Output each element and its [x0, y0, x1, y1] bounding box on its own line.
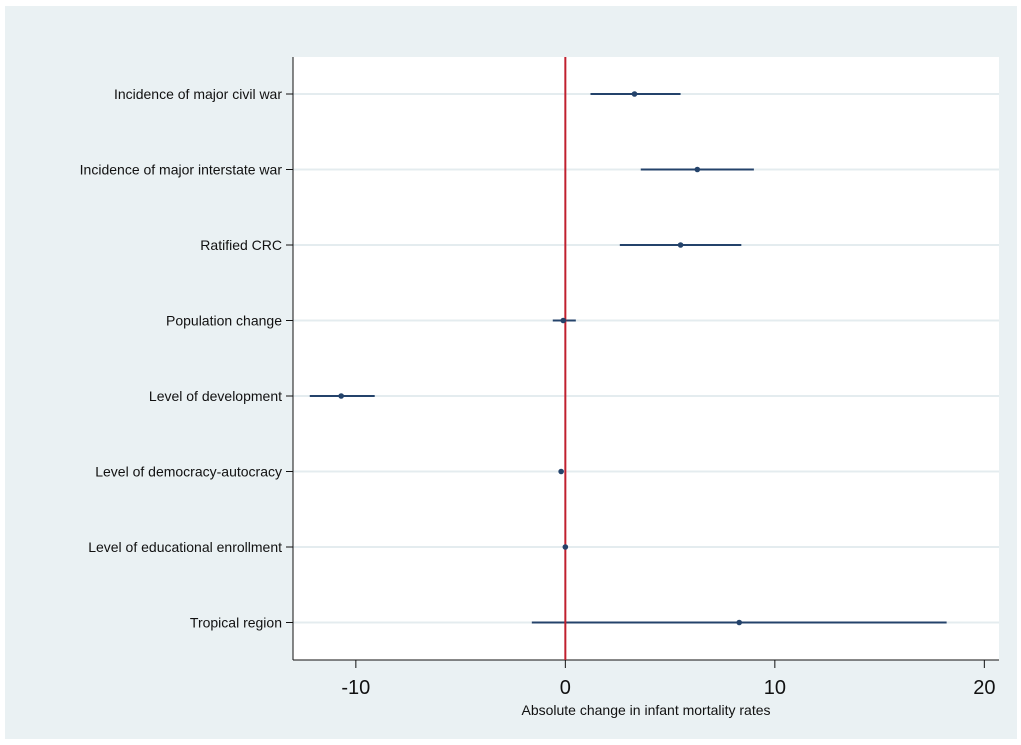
coefficient-plot: Incidence of major civil war Incidence of…: [80, 57, 999, 718]
x-ticks: -10 0 10 20: [341, 660, 995, 699]
point-estimate: [677, 242, 684, 248]
point-estimate: [562, 544, 569, 550]
point-estimates: [338, 91, 743, 626]
y-tick-label: Tropical region: [190, 615, 282, 631]
y-tick-label: Incidence of major interstate war: [80, 162, 283, 178]
point-estimate: [558, 468, 564, 475]
chart-background: Incidence of major civil war Incidence of…: [5, 6, 1017, 739]
y-tick-label: Incidence of major civil war: [114, 86, 282, 102]
y-tick-label: Ratified CRC: [200, 237, 282, 253]
point-estimate: [694, 166, 701, 173]
x-tick-label: 10: [764, 677, 786, 699]
point-estimate: [736, 619, 743, 626]
x-tick-label: 20: [973, 677, 995, 699]
axes: [292, 57, 999, 661]
plot-area: [293, 57, 999, 660]
y-tick-label: Level of development: [149, 388, 282, 404]
y-tick-label: Level of educational enrollment: [88, 539, 282, 555]
point-estimate: [560, 317, 567, 324]
point-estimate: [338, 393, 344, 399]
x-tick-label: -10: [341, 677, 370, 699]
x-axis-title: Absolute change in infant mortality rate…: [521, 702, 770, 718]
x-tick-label: 0: [560, 677, 571, 699]
y-ticks: Incidence of major civil war Incidence of…: [80, 86, 293, 631]
y-tick-label: Level of democracy-autocracy: [95, 464, 282, 480]
y-tick-label: Population change: [166, 313, 282, 329]
point-estimate: [631, 91, 638, 97]
